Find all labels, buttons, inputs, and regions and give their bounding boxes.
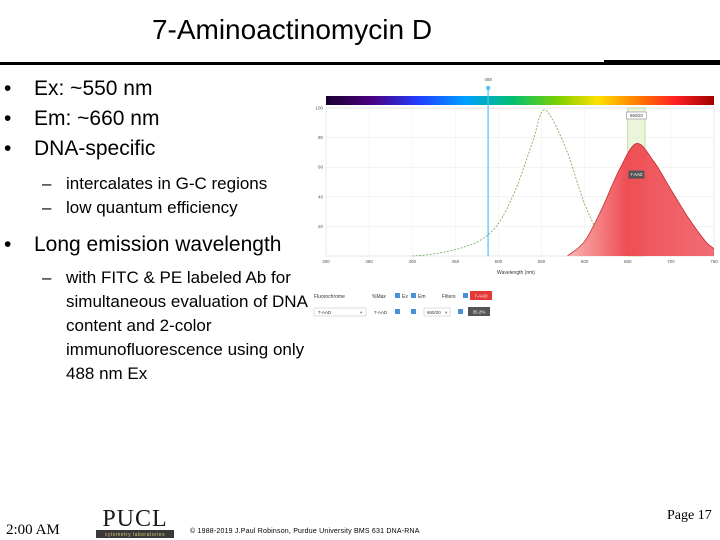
x-tick-label: 550 <box>538 259 546 264</box>
sub-bullet-text: low quantum efficiency <box>66 198 238 217</box>
sub-bullet-intercalates: – intercalates in G-C regions <box>0 172 320 196</box>
x-tick-label: 350 <box>365 259 373 264</box>
percent-value: 35.2% <box>473 310 486 315</box>
pucl-logo-text: PUCL <box>102 506 167 532</box>
series-layer: 7-AAD <box>412 109 715 257</box>
bullet-dot: • <box>4 107 12 130</box>
x-tick-label: 500 <box>495 259 503 264</box>
x-axis-label: Wavelength (nm) <box>497 270 535 276</box>
ex-row-checkbox[interactable] <box>395 309 400 314</box>
x-tick-label: 650 <box>624 259 632 264</box>
bullet-long-emission: • Long emission wavelength <box>0 230 320 260</box>
bullet-dna-specific: • DNA-specific <box>0 134 320 164</box>
fluor-badge <box>470 291 492 300</box>
x-tick-label: 300 <box>322 259 330 264</box>
slide-title: 7-Aminoactinomycin D <box>151 14 433 45</box>
y-tick-label: 60 <box>318 165 324 170</box>
y-tick-label: 100 <box>315 106 323 111</box>
sub-bullet-quantum: – low quantum efficiency <box>0 196 320 220</box>
laser-label: 488 <box>484 77 492 82</box>
em-row-checkbox[interactable] <box>411 309 416 314</box>
percent-badge <box>468 307 490 316</box>
filter-row-checkbox[interactable] <box>458 309 463 314</box>
fluor-badge-text: 7-AAD <box>474 294 488 299</box>
sub-bullet-dash: – <box>42 174 52 193</box>
x-tick-label: 450 <box>452 259 460 264</box>
legend-em-label: Em <box>418 294 426 300</box>
sub-bullet-dash: – <box>42 198 52 217</box>
emission-tag-box <box>628 170 645 179</box>
title-rule-short <box>604 60 720 62</box>
filter-band-label: 660/20 <box>630 113 643 118</box>
emission-line <box>567 143 715 257</box>
pucl-logo-subtext: cytometry laboratories <box>105 532 165 538</box>
x-tick-label: 700 <box>667 259 675 264</box>
bullet-dot: • <box>4 77 12 100</box>
legend-filters-label: Filters <box>442 294 456 300</box>
chevron-down-icon: ▾ <box>360 311 363 316</box>
emission-area <box>567 143 714 256</box>
filters-checkbox[interactable] <box>463 293 468 298</box>
bullet-dot: • <box>4 233 12 256</box>
laser-layer: 488 <box>484 77 492 256</box>
sub-bullet-text: with FITC & PE labeled Ab for simultaneo… <box>66 268 307 383</box>
laser-marker[interactable] <box>485 85 491 91</box>
axis-ticks: 20 40 60 80 100 300 350 400 450 500 550 600 650 700 75… <box>315 106 718 265</box>
bullet-text: Long emission wavelength <box>34 233 282 256</box>
bullet-em: • Em: ~660 nm <box>0 104 320 134</box>
x-tick-label: 750 <box>710 259 718 264</box>
y-tick-label: 40 <box>318 194 324 199</box>
filter-select[interactable] <box>423 307 451 317</box>
fluorochrome-select-value: 7-AAD <box>318 310 332 315</box>
x-tick-label: 400 <box>408 259 416 264</box>
spectrum-legend: Fluorochrome %Max Ex Em Filters 7-AAD 7-… <box>313 291 492 317</box>
emission-tag: 7-AAD <box>630 172 642 177</box>
sub-bullet-text: intercalates in G-C regions <box>66 174 268 193</box>
bullet-text: Em: ~660 nm <box>34 107 160 130</box>
ex-checkbox[interactable] <box>395 293 400 298</box>
footer-time: 2:00 AM <box>6 522 60 538</box>
bullet-list: • Ex: ~550 nm • Em: ~660 nm • DNA-specif… <box>0 74 320 386</box>
spectrum-viewer: 660/20 7-AAD 488 20 40 60 80 100 300 350 400 450… <box>313 77 718 317</box>
sub-bullet-dash: – <box>42 268 52 287</box>
fluorochrome-short-name: 7-AAD <box>374 310 388 315</box>
legend-fluorochrome-label: Fluorochrome <box>314 294 345 300</box>
sub-bullet-fitc-pe: – with FITC & PE labeled Ab for simultan… <box>0 266 310 386</box>
copyright-notice: © 1988-2019 J.Paul Robinson, Purdue Univ… <box>190 528 420 535</box>
y-tick-label: 80 <box>318 135 324 140</box>
title-rule <box>0 62 720 65</box>
bullet-text: Ex: ~550 nm <box>34 77 153 100</box>
em-checkbox[interactable] <box>411 293 416 298</box>
spectrum-color-bar <box>326 96 714 105</box>
filter-band-label-box <box>626 111 647 120</box>
pucl-logo: PUCL cytometry laboratories <box>96 500 174 538</box>
bullet-text: DNA-specific <box>34 137 156 160</box>
page-number: Page 17 <box>667 508 712 523</box>
bullet-dot: • <box>4 137 12 160</box>
bullet-ex: • Ex: ~550 nm <box>0 74 320 104</box>
fluorochrome-select[interactable] <box>313 307 367 317</box>
legend-ex-label: Ex <box>402 294 408 300</box>
chevron-down-icon: ▾ <box>445 311 448 316</box>
y-tick-label: 20 <box>318 224 324 229</box>
legend-hide-max-label: %Max <box>372 294 386 300</box>
filter-select-value: 660/20 <box>427 310 441 315</box>
x-tick-label: 600 <box>581 259 589 264</box>
